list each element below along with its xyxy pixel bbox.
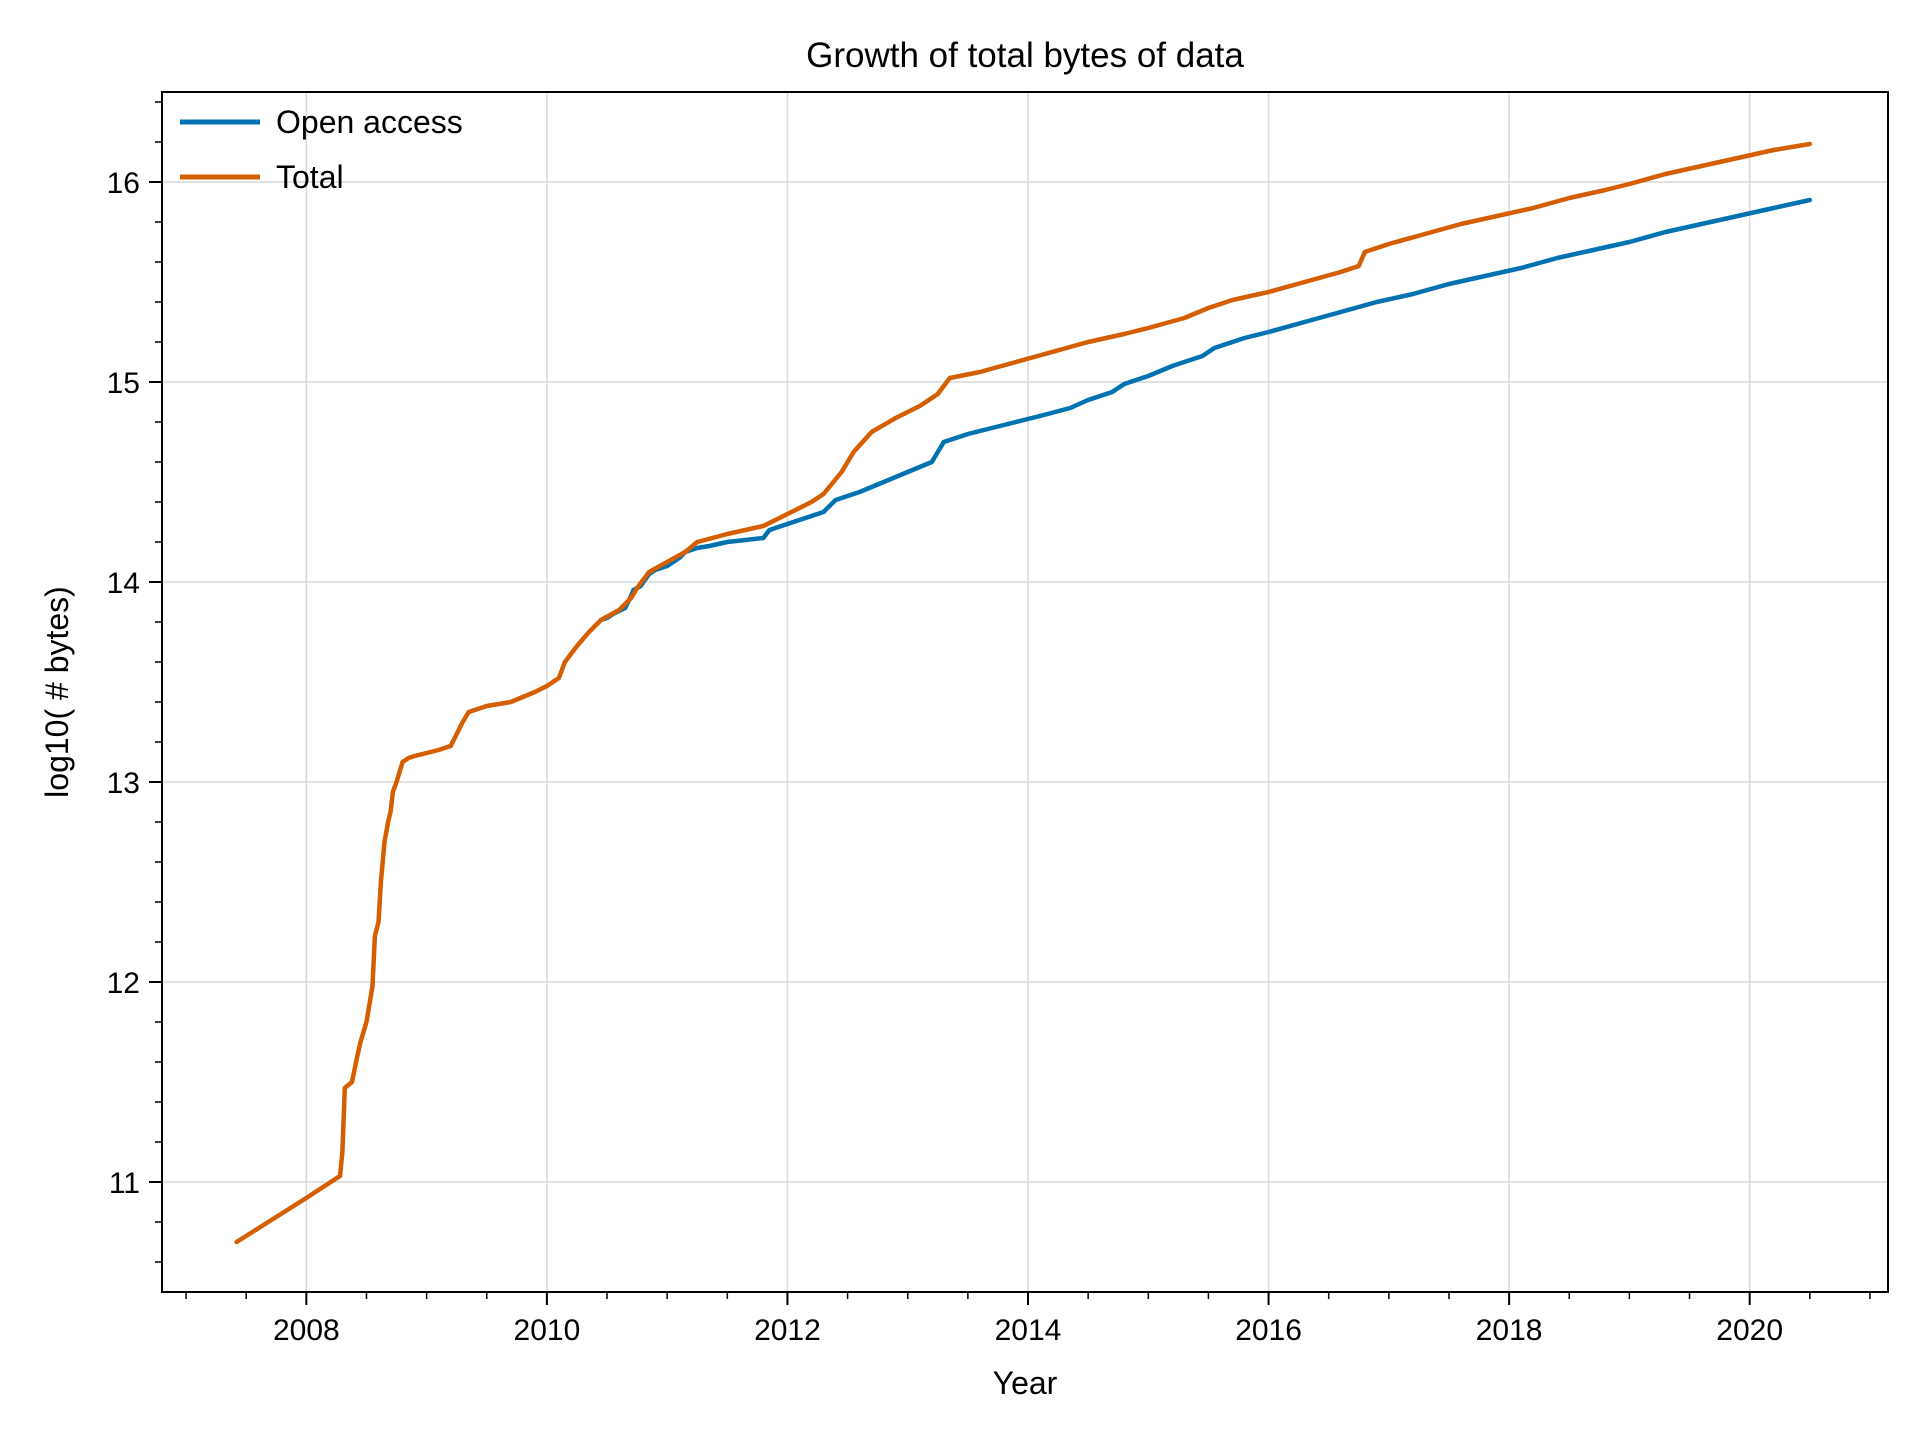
x-axis-title: Year — [993, 1365, 1058, 1401]
x-tick-label: 2018 — [1476, 1314, 1543, 1347]
x-tick-label: 2010 — [514, 1314, 581, 1347]
x-tick-label: 2020 — [1716, 1314, 1783, 1347]
y-tick-label: 13 — [107, 767, 140, 800]
chart-title: Growth of total bytes of data — [806, 36, 1244, 75]
legend: Open access Total — [180, 104, 463, 195]
series-line-total — [234, 141, 1813, 1245]
axes: 2008 2010 2012 2014 2016 2018 2020 11 12 13 14 15 16 — [107, 101, 1871, 1347]
x-tick-label: 2016 — [1235, 1314, 1302, 1347]
legend-label-total: Total — [276, 159, 344, 195]
y-tick-label: 15 — [107, 367, 140, 400]
x-tick-label: 2008 — [273, 1314, 340, 1347]
plot-frame — [161, 91, 1889, 1293]
y-axis-title: log10( # bytes) — [39, 586, 75, 798]
grid-lines — [162, 92, 1888, 1292]
series-layer — [234, 141, 1813, 1245]
y-tick-label: 11 — [109, 1167, 140, 1200]
y-tick-label: 16 — [107, 167, 140, 200]
x-tick-label: 2014 — [995, 1314, 1062, 1347]
y-tick-label: 14 — [107, 567, 140, 600]
y-tick-label: 12 — [107, 967, 140, 1000]
series-line-open-access — [598, 197, 1813, 623]
legend-label-open-access: Open access — [276, 104, 463, 140]
x-tick-label: 2012 — [754, 1314, 821, 1347]
